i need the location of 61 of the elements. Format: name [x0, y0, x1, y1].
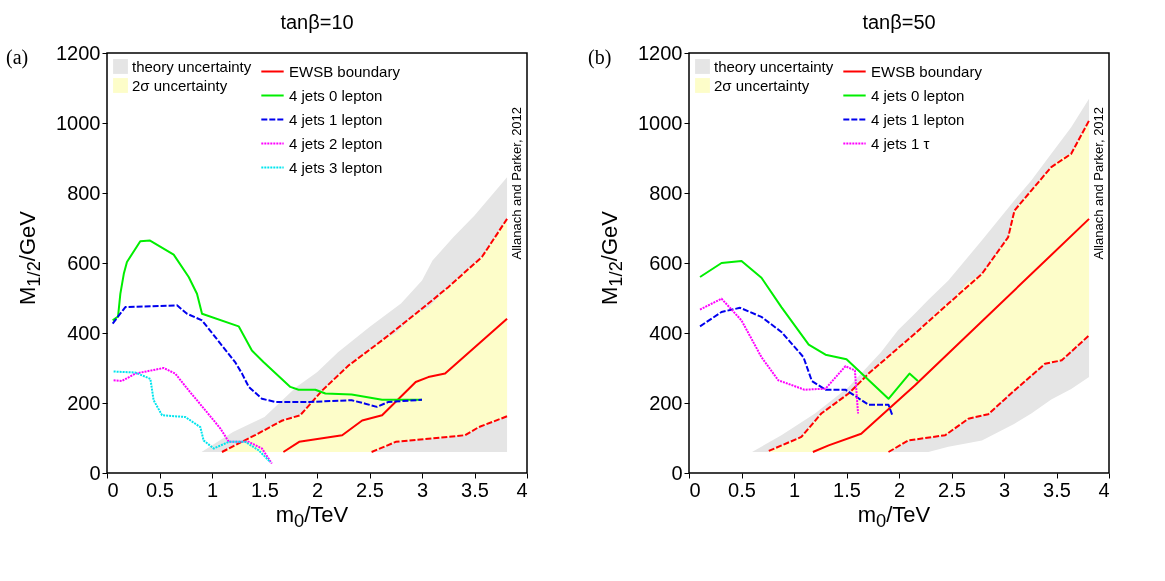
- y-tick-label: 1200: [56, 41, 101, 64]
- line-series: [887, 334, 1091, 453]
- x-tick-label: 3: [416, 478, 429, 501]
- legend-label: 2σ uncertainty: [714, 76, 810, 94]
- x-tick-label: 3.5: [461, 478, 489, 501]
- legend-label: 4 jets 2 lepton: [289, 134, 383, 152]
- y-tick-label: 200: [67, 391, 101, 414]
- line-series: [699, 259, 919, 400]
- legend-label: 2σ uncertainty: [132, 76, 228, 94]
- y-tick-label: 1000: [638, 111, 683, 134]
- line-series: [282, 317, 509, 453]
- legend-label: 4 jets 0 lepton: [289, 86, 383, 104]
- y-tick-label: 400: [649, 321, 683, 344]
- legend-label: 4 jets 0 lepton: [871, 86, 965, 104]
- legend-label: 4 jets 3 lepton: [289, 158, 383, 176]
- x-tick-label: 2.5: [938, 478, 966, 501]
- text: (b): [588, 46, 612, 69]
- x-tick-label: 0.5: [146, 478, 174, 501]
- legend-label: 4 jets 1 lepton: [289, 110, 383, 128]
- x-tick-label: 4: [516, 478, 528, 501]
- y-tick-label: 600: [67, 251, 101, 274]
- annotation: Allanach and Parker, 2012: [1091, 106, 1106, 260]
- x-axis-title: m$_{0}$/TeV: [275, 502, 349, 533]
- y-tick-label: 800: [649, 181, 683, 204]
- line-series: [699, 306, 894, 418]
- x-tick-label: 0: [689, 478, 701, 501]
- line-series: [111, 304, 423, 408]
- y-tick-label: 200: [649, 391, 683, 414]
- x-tick-label: 1: [788, 478, 801, 501]
- x-tick-label: 0.5: [728, 478, 756, 501]
- legend-label: 4 jets 1 lepton: [871, 110, 965, 128]
- legend-label: EWSB boundary: [871, 62, 983, 80]
- y-tick-label: 400: [67, 321, 101, 344]
- legend-label: theory uncertainty: [132, 57, 252, 75]
- text: (a): [6, 46, 29, 69]
- line-series: [811, 217, 1091, 453]
- y-tick-label: 800: [67, 181, 101, 204]
- legend-label: EWSB boundary: [289, 62, 401, 80]
- y-tick-label: 0: [89, 461, 101, 484]
- x-tick-label: 2: [893, 478, 906, 501]
- x-axis-title: m$_{0}$/TeV: [857, 502, 931, 533]
- legend-label: theory uncertainty: [714, 57, 834, 75]
- annotation: Allanach and Parker, 2012: [509, 106, 524, 260]
- chart-title: tanβ=50: [862, 11, 936, 33]
- x-tick-label: 1.5: [833, 478, 861, 501]
- legend-label: 4 jets 1 τ: [871, 134, 930, 152]
- y-tick-label: 1000: [56, 111, 101, 134]
- x-tick-label: 0: [107, 478, 119, 501]
- y-tick-label: 0: [671, 461, 683, 484]
- x-tick-label: 1.5: [251, 478, 279, 501]
- chart-title: tanβ=10: [280, 11, 354, 33]
- x-tick-label: 3.5: [1043, 478, 1071, 501]
- x-tick-label: 2.5: [356, 478, 384, 501]
- line-series: [699, 297, 860, 415]
- y-tick-label: 1200: [638, 41, 683, 64]
- x-tick-label: 2: [311, 478, 324, 501]
- x-tick-label: 3: [998, 478, 1011, 501]
- x-tick-label: 4: [1098, 478, 1110, 501]
- y-tick-label: 600: [649, 251, 683, 274]
- line-series: [370, 415, 509, 453]
- x-tick-label: 1: [206, 478, 219, 501]
